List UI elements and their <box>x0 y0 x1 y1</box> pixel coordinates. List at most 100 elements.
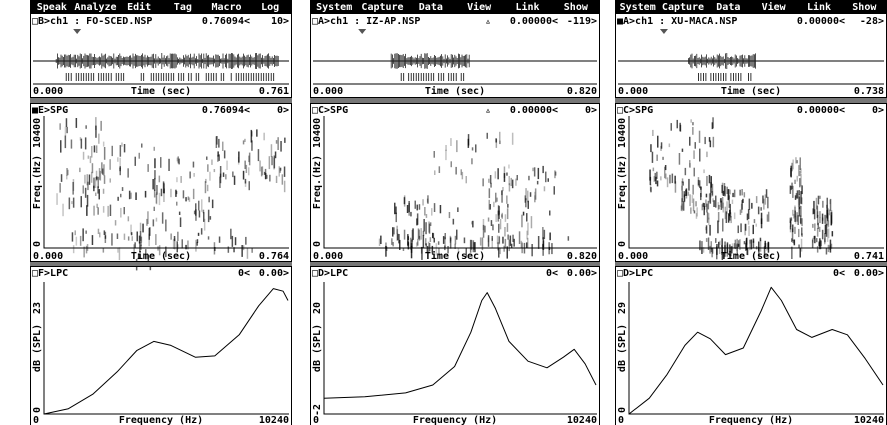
spectrogram-cell <box>709 245 711 254</box>
spectrogram-cell <box>737 225 739 234</box>
menu-item[interactable]: Show <box>852 2 877 13</box>
spectrogram-cell <box>470 239 473 250</box>
spectrogram-cell <box>825 223 828 237</box>
spectrogram-cell <box>697 179 700 185</box>
menu-item[interactable]: Show <box>564 2 589 13</box>
separator <box>310 262 600 266</box>
spectrogram-cell <box>59 123 61 130</box>
spectrogram-cell <box>114 220 117 226</box>
spectrogram-cell <box>504 238 507 248</box>
separator <box>30 98 292 103</box>
spectrogram-cell <box>428 223 431 234</box>
spectrogram-cell <box>766 214 769 222</box>
spectrogram-cell <box>392 242 394 247</box>
spectrogram-cell <box>757 206 760 215</box>
spectrogram-cell <box>729 244 731 257</box>
spectrogram-cell <box>688 178 690 191</box>
menu-item[interactable]: System <box>316 2 352 13</box>
menu-item[interactable]: Edit <box>127 1 151 13</box>
menu-item[interactable]: Capture <box>662 2 704 13</box>
spectrogram-cell <box>263 132 265 141</box>
spectrogram-cell <box>798 196 801 210</box>
spectrogram-cell <box>495 138 497 143</box>
spectrogram-cell <box>195 239 197 252</box>
spectrogram-cell <box>144 190 147 198</box>
spectrogram-cell <box>700 186 702 198</box>
y-axis-label: 0 <box>312 241 323 247</box>
spectrogram-cell <box>813 209 816 220</box>
spectrogram-cell <box>488 188 491 199</box>
spectrogram-cell <box>790 217 793 221</box>
spectrogram-cell <box>791 182 793 189</box>
spectrogram-cell <box>791 228 794 241</box>
spectrogram-cell <box>729 213 731 221</box>
spectrogram-cell <box>733 212 736 220</box>
spectrogram-cell <box>148 233 150 247</box>
spectrogram-cell <box>274 151 277 159</box>
spectrogram-cell <box>198 200 200 211</box>
spectrogram-cell <box>700 193 702 201</box>
spectrogram-cell <box>516 175 518 181</box>
spectrogram-cell <box>800 218 802 225</box>
menu-item[interactable]: Macro <box>211 2 241 13</box>
spectrogram-cell <box>692 127 694 135</box>
spectrogram-cell <box>706 176 708 186</box>
menu-item[interactable]: System <box>620 2 656 13</box>
tag-marks <box>65 73 275 81</box>
spectrogram-cell <box>554 171 557 176</box>
spectrogram-cell <box>507 203 509 208</box>
menu-item[interactable]: Link <box>807 1 831 13</box>
spectrogram-cell <box>691 195 694 203</box>
spectrogram-cell <box>498 236 501 245</box>
spectrogram-cell <box>433 203 436 212</box>
spectrogram-cell <box>497 168 499 180</box>
y-axis-label: 29 <box>617 302 628 314</box>
spectrogram-cell <box>416 213 419 225</box>
spectrogram-cell <box>445 145 447 151</box>
panel-header: 0.00> <box>259 268 289 279</box>
spectrogram-cell <box>743 241 746 245</box>
spectrogram-cell <box>232 171 234 178</box>
spectrogram-cell <box>798 206 800 217</box>
spectrogram-cell <box>743 192 746 198</box>
menu-item[interactable]: Speak <box>37 2 67 13</box>
menu-item[interactable]: Tag <box>174 2 192 13</box>
menu-item[interactable]: View <box>762 1 787 13</box>
spectrogram-cell <box>278 166 280 177</box>
menu-item[interactable]: Data <box>419 2 443 13</box>
menu-item[interactable]: Log <box>261 2 279 13</box>
spectrogram-cell <box>163 188 165 194</box>
tag-marks <box>698 73 752 81</box>
spectrogram-cell <box>98 189 100 200</box>
spectrogram-cell <box>695 213 698 219</box>
spectrogram-cell <box>748 198 751 210</box>
spectrogram-cell <box>269 174 271 182</box>
spectrogram-cell <box>798 244 800 248</box>
x-axis-label: Frequency (Hz) <box>413 415 497 425</box>
spectrogram-cell <box>763 246 766 255</box>
spectrogram-cell <box>471 221 473 225</box>
spectrogram-cell <box>653 176 655 182</box>
spectrogram-cell <box>512 234 514 242</box>
y-axis-label: 20 <box>312 302 323 314</box>
panel-header: 0.00> <box>854 268 884 279</box>
menu-item[interactable]: Link <box>515 1 539 13</box>
spectrogram-cell <box>211 159 213 165</box>
spectrogram-cell <box>158 245 161 256</box>
spectrogram-cell <box>433 151 435 158</box>
spectrogram-cell <box>427 245 430 254</box>
spectrogram-cell <box>218 236 221 243</box>
spectrogram-cell <box>501 190 503 203</box>
spectrogram-cell <box>141 143 143 148</box>
menu-item[interactable]: Capture <box>361 2 403 13</box>
menu-item[interactable]: Data <box>716 2 740 13</box>
menu-item[interactable]: View <box>467 1 492 13</box>
spectrogram-cell <box>283 166 286 177</box>
spectrogram-cell <box>203 212 205 222</box>
spectrogram-cell <box>111 145 113 157</box>
spectrogram-cell <box>489 204 491 210</box>
spectrogram-cell <box>526 213 528 222</box>
menu-item[interactable]: Analyze <box>74 2 116 13</box>
x-axis-label: 0.820 <box>567 251 597 262</box>
spectrogram-cell <box>160 157 162 168</box>
